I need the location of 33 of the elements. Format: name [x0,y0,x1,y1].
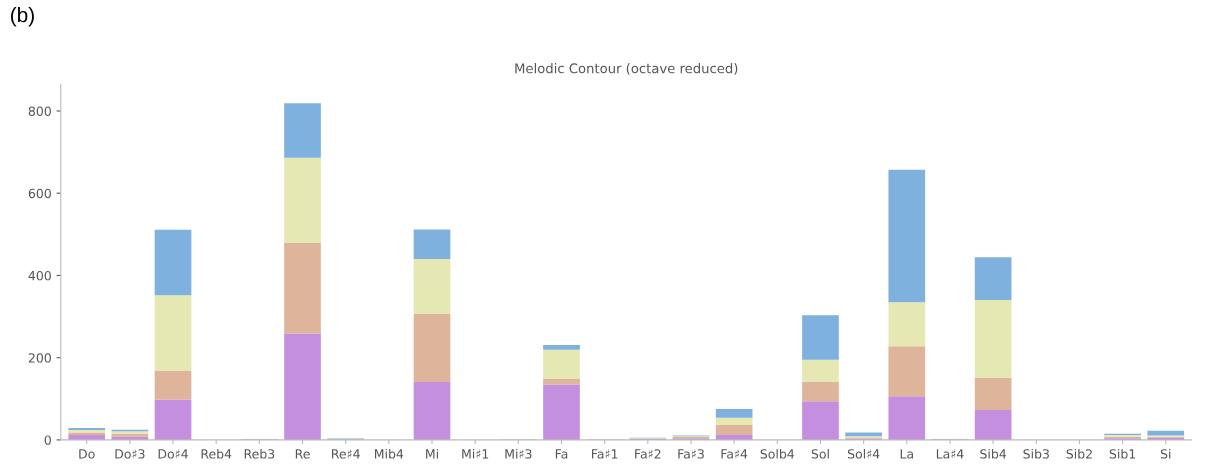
x-tick-label: Sib2 [1066,448,1092,459]
y-tick-label: 200 [28,353,51,363]
x-tick-label: Mi♯1 [462,448,489,459]
x-tick-label: Re♯4 [332,449,360,459]
x-tick-label: Sib1 [1109,448,1136,459]
x-tick-label: Mi♯3 [505,448,532,459]
x-tick-label: Re [295,449,310,459]
x-tick-label: Reb4 [201,448,232,459]
x-tick-label: Solb4 [760,448,795,459]
x-tick-label: Do [79,449,95,459]
x-tick-label: Sib4 [980,448,1007,459]
y-tick-label: 0 [44,435,51,445]
x-tick-label: Do♯4 [158,449,188,459]
x-tick-label: Do♯3 [115,449,145,459]
text: (b) [11,7,34,27]
x-tick-label: Fa♯1 [592,449,618,459]
x-tick-label: Fa♯4 [721,449,748,459]
x-tick-label: Fa [555,449,568,459]
y-tick-label: 600 [28,188,51,199]
x-tick-label: La [900,449,913,459]
chart-title: Melodic Contour (octave reduced) [515,63,738,75]
x-tick-label: Sol♯4 [847,448,880,459]
x-tick-label: Fa♯3 [678,449,704,459]
y-tick-label: 400 [28,270,51,281]
x-tick-label: Mib4 [374,448,404,459]
x-tick-label: Si [1160,448,1171,459]
x-tick-label: Mi [426,448,438,459]
y-tick-label: 800 [28,106,51,116]
x-tick-label: Fa♯2 [635,449,661,459]
x-tick-label: Reb3 [244,448,275,459]
x-tick-label: Sol [811,448,829,459]
x-tick-label: La♯4 [936,449,964,459]
x-tick-label: Sib3 [1023,448,1049,459]
